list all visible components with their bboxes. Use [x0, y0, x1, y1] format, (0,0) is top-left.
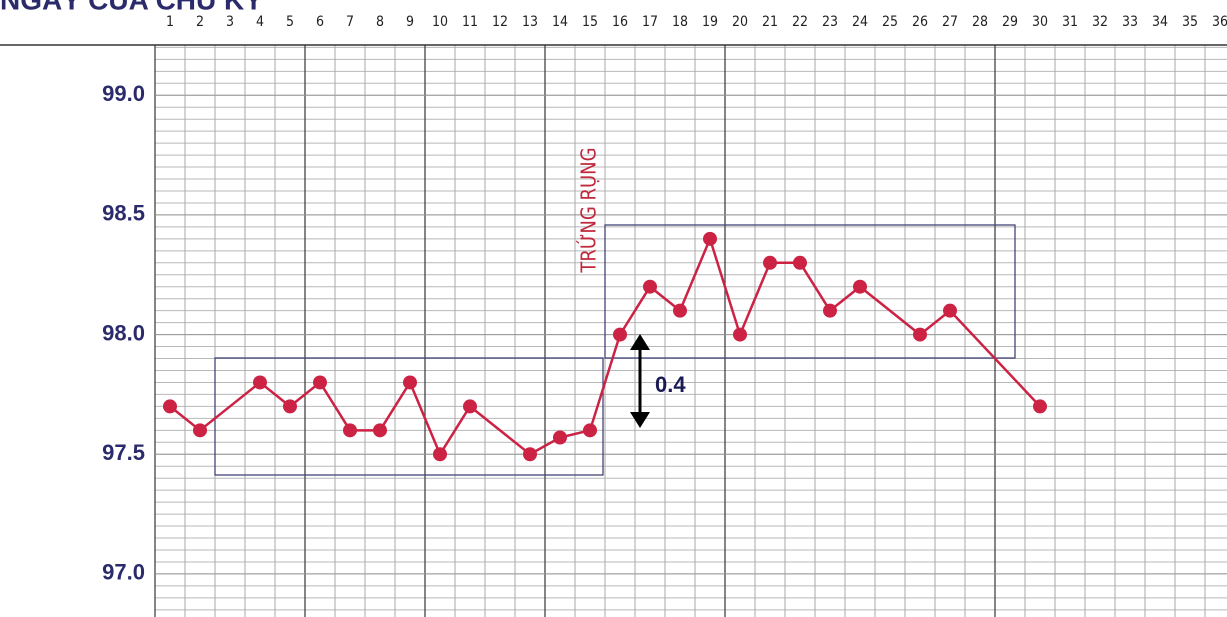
- data-point: [463, 399, 477, 414]
- x-tick-label: 23: [822, 14, 838, 30]
- chart-title: NGÀY CỦA CHU KỲ: [0, 0, 263, 15]
- data-point: [613, 327, 627, 342]
- x-tick-label: 9: [406, 14, 414, 30]
- x-tick-label: 36: [1212, 14, 1227, 30]
- y-tick-label: 97.5: [102, 440, 145, 465]
- data-point: [673, 303, 687, 318]
- data-point: [163, 399, 177, 414]
- data-point: [523, 447, 537, 462]
- y-tick-label: 99.0: [102, 81, 145, 106]
- data-point: [583, 423, 597, 438]
- data-point: [853, 279, 867, 294]
- x-tick-label: 16: [612, 14, 628, 30]
- x-tick-label: 19: [702, 14, 718, 30]
- data-point: [553, 430, 567, 445]
- x-tick-label: 5: [286, 14, 294, 30]
- data-point: [643, 279, 657, 294]
- data-point: [733, 327, 747, 342]
- data-point: [703, 231, 717, 246]
- x-tick-label: 25: [882, 14, 898, 30]
- x-tick-label: 33: [1122, 14, 1138, 30]
- x-tick-label: 15: [582, 14, 598, 30]
- data-point: [433, 447, 447, 462]
- data-point: [823, 303, 837, 318]
- x-tick-label: 22: [792, 14, 808, 30]
- x-tick-label: 31: [1062, 14, 1078, 30]
- data-point: [313, 375, 327, 390]
- x-tick-label: 18: [672, 14, 688, 30]
- y-tick-label: 98.5: [102, 201, 145, 226]
- data-point: [193, 423, 207, 438]
- x-tick-label: 8: [376, 14, 384, 30]
- data-point: [763, 255, 777, 270]
- data-point: [1033, 399, 1047, 414]
- x-tick-label: 21: [762, 14, 778, 30]
- ovulation-label: TRỨNG RỤNG: [577, 147, 601, 273]
- pre-ovulation-box: [214, 357, 604, 476]
- x-tick-label: 11: [462, 14, 478, 30]
- x-tick-label: 13: [522, 14, 538, 30]
- difference-label: 0.4: [655, 372, 686, 397]
- x-tick-label: 27: [942, 14, 958, 30]
- data-point: [913, 327, 927, 342]
- x-tick-label: 34: [1152, 14, 1168, 30]
- data-point: [253, 375, 267, 390]
- x-tick-label: 30: [1032, 14, 1048, 30]
- difference-arrow: [630, 334, 650, 428]
- x-tick-label: 24: [852, 14, 868, 30]
- data-point: [343, 423, 357, 438]
- x-tick-label: 12: [492, 14, 508, 30]
- x-tick-label: 6: [316, 14, 324, 30]
- x-tick-label: 2: [196, 14, 204, 30]
- data-point: [373, 423, 387, 438]
- x-tick-label: 10: [432, 14, 448, 30]
- data-point: [283, 399, 297, 414]
- y-tick-label: 97.0: [102, 560, 145, 585]
- x-tick-label: 32: [1092, 14, 1108, 30]
- data-point: [943, 303, 957, 318]
- grid: [154, 45, 1227, 617]
- x-tick-label: 4: [256, 14, 264, 30]
- x-tick-label: 29: [1002, 14, 1018, 30]
- x-tick-label: 7: [346, 14, 354, 30]
- x-tick-label: 1: [166, 14, 174, 30]
- x-tick-label: 26: [912, 14, 928, 30]
- data-point: [793, 255, 807, 270]
- post-ovulation-box: [604, 224, 1016, 359]
- x-tick-label: 35: [1182, 14, 1198, 30]
- x-tick-label: 14: [552, 14, 568, 30]
- y-tick-label: 98.0: [102, 320, 145, 345]
- x-tick-label: 3: [226, 14, 234, 30]
- x-tick-label: 20: [732, 14, 748, 30]
- data-point: [403, 375, 417, 390]
- x-tick-label: 28: [972, 14, 988, 30]
- x-tick-label: 17: [642, 14, 658, 30]
